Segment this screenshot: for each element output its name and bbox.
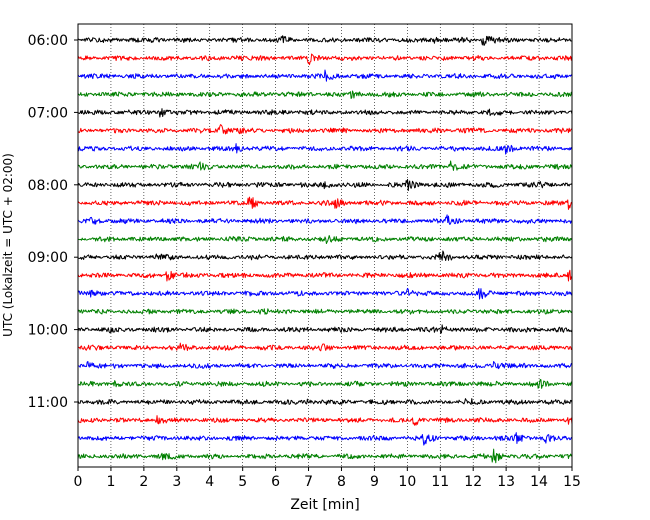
trace-11:45 xyxy=(77,448,573,464)
trace-07:15 xyxy=(77,124,573,135)
x-tick-label-11: 11 xyxy=(431,474,449,490)
trace-10:45 xyxy=(77,378,573,389)
trace-09:00 xyxy=(77,250,573,262)
x-tick-label-7: 7 xyxy=(304,474,313,490)
y-tick-label-09:00: 09:00 xyxy=(28,250,68,266)
trace-08:30 xyxy=(77,214,573,226)
trace-10:15 xyxy=(77,342,573,352)
y-tick-label-10:00: 10:00 xyxy=(28,323,68,339)
trace-10:00 xyxy=(77,324,573,334)
trace-11:30 xyxy=(77,432,573,446)
x-tick-label-3: 3 xyxy=(172,474,181,490)
x-axis-label: Zeit [min] xyxy=(290,497,359,513)
trace-11:00 xyxy=(77,398,573,406)
x-tick-label-5: 5 xyxy=(238,474,247,490)
x-tick-label-4: 4 xyxy=(205,474,214,490)
trace-06:30 xyxy=(77,69,573,82)
trace-08:15 xyxy=(77,196,573,210)
trace-10:30 xyxy=(77,360,573,370)
x-tick-label-10: 10 xyxy=(398,474,416,490)
y-tick-label-06:00: 06:00 xyxy=(28,33,68,49)
x-tick-label-0: 0 xyxy=(74,474,83,490)
x-tick-label-12: 12 xyxy=(464,474,482,490)
trace-07:00 xyxy=(77,108,573,118)
x-tick-label-13: 13 xyxy=(497,474,515,490)
y-tick-label-07:00: 07:00 xyxy=(28,105,68,121)
trace-09:15 xyxy=(77,269,573,282)
trace-09:30 xyxy=(77,287,573,300)
trace-08:45 xyxy=(77,235,573,245)
trace-06:45 xyxy=(77,90,573,99)
x-tick-label-1: 1 xyxy=(106,474,115,490)
x-tick-label-15: 15 xyxy=(563,474,581,490)
x-tick-label-6: 6 xyxy=(271,474,280,490)
y-axis-ticks: 06:00 07:00 08:00 09:00 10:00 11:00 xyxy=(28,33,78,411)
x-tick-label-8: 8 xyxy=(337,474,346,490)
y-axis-label: UTC (Lokalzeit = UTC + 02:00) xyxy=(1,153,15,337)
x-axis-ticks: 0 1 2 3 4 5 6 7 8 9 10 11 12 13 14 15 xyxy=(74,467,581,490)
trace-07:30 xyxy=(77,143,573,155)
x-tick-label-2: 2 xyxy=(139,474,148,490)
x-tick-label-14: 14 xyxy=(530,474,548,490)
y-tick-label-11:00: 11:00 xyxy=(28,395,68,411)
trace-07:45 xyxy=(77,160,573,171)
seismic-traces xyxy=(77,35,573,464)
grid-lines xyxy=(110,24,540,467)
trace-08:00 xyxy=(77,178,573,192)
trace-11:15 xyxy=(77,415,573,426)
trace-09:45 xyxy=(77,308,573,315)
y-tick-label-08:00: 08:00 xyxy=(28,178,68,194)
trace-06:00 xyxy=(77,35,573,46)
plot-frame xyxy=(77,23,573,468)
trace-06:15 xyxy=(77,53,573,66)
x-tick-label-9: 9 xyxy=(370,474,379,490)
